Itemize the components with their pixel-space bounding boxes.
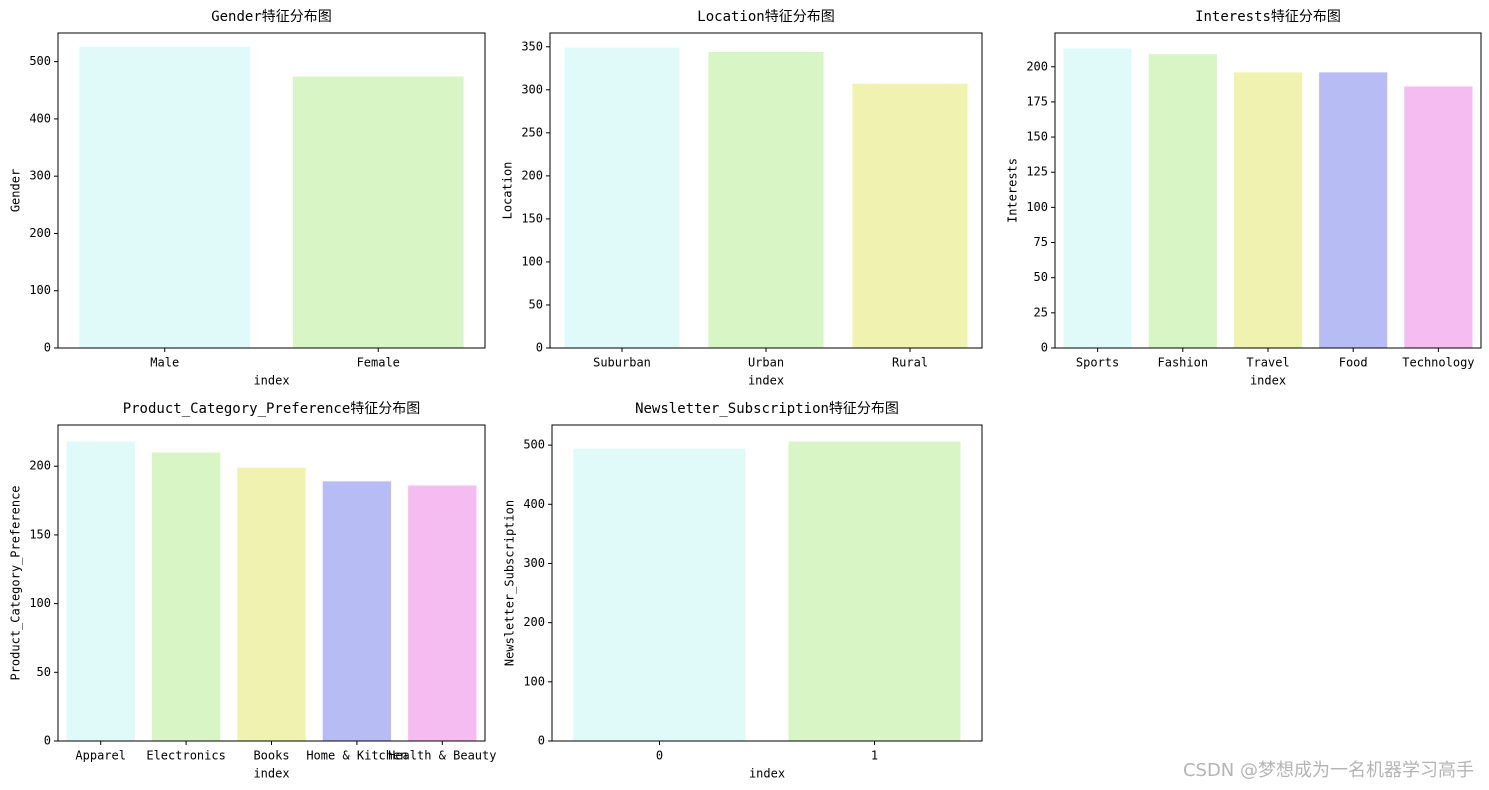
bar: [564, 47, 680, 348]
bar: [852, 83, 968, 348]
x-tick-label: Technology: [1402, 356, 1474, 370]
x-tick-label: Travel: [1246, 356, 1289, 370]
x-tick-label: Male: [150, 356, 179, 370]
bar: [408, 485, 477, 741]
x-tick-label: Fashion: [1158, 356, 1209, 370]
bar: [708, 51, 824, 349]
y-tick-label: 0: [538, 734, 545, 748]
bar: [1148, 54, 1217, 348]
chart-title: Product_Category_Preference特征分布图: [123, 401, 421, 417]
x-tick-label: Female: [357, 356, 400, 370]
bar: [292, 76, 464, 348]
y-tick-label: 400: [29, 111, 51, 125]
x-tick-label: Food: [1339, 356, 1368, 370]
x-axis-label: index: [1250, 374, 1286, 388]
axes-frame: [1054, 32, 1482, 349]
x-tick-label: Electronics: [146, 749, 225, 763]
y-tick-label: 50: [529, 297, 543, 311]
y-axis-label: Product_Category_Preference: [9, 485, 23, 680]
y-tick-label: 400: [523, 497, 545, 511]
chart-title: Newsletter_Subscription特征分布图: [635, 401, 899, 417]
x-tick-label: 1: [871, 749, 878, 763]
y-axis-label: Interests: [1006, 158, 1020, 223]
y-tick-label: 125: [1026, 165, 1048, 179]
x-tick-label: 0: [656, 749, 663, 763]
y-tick-label: 0: [1041, 341, 1048, 355]
x-tick-label: Apparel: [75, 749, 126, 763]
y-tick-label: 300: [523, 556, 545, 570]
y-tick-label: 50: [1034, 270, 1048, 284]
bar: [1233, 72, 1303, 348]
bar: [66, 441, 135, 741]
y-tick-label: 200: [29, 226, 51, 240]
y-tick-label: 0: [44, 734, 51, 748]
y-tick-label: 150: [29, 527, 51, 541]
axes-frame: [57, 32, 486, 349]
bar: [1063, 48, 1132, 348]
y-tick-label: 250: [521, 125, 543, 139]
chart-title: Gender特征分布图: [211, 9, 332, 25]
x-tick-label: Home & Kitchen: [306, 749, 407, 763]
y-tick-label: 150: [1026, 130, 1048, 144]
y-tick-label: 100: [521, 254, 543, 268]
axes-frame: [551, 424, 983, 742]
bar: [237, 467, 306, 741]
watermark: CSDN @梦想成为一名机器学习高手: [1183, 760, 1474, 781]
x-tick-label: Books: [253, 749, 289, 763]
x-axis-label: index: [253, 767, 289, 781]
bar: [788, 441, 961, 741]
y-tick-label: 200: [521, 168, 543, 182]
bar: [573, 448, 746, 741]
y-tick-label: 175: [1026, 94, 1048, 108]
x-tick-label: Sports: [1076, 356, 1119, 370]
y-tick-label: 100: [29, 283, 51, 297]
bar: [322, 481, 392, 741]
axes-frame: [549, 32, 983, 349]
x-tick-label: Health & Beauty: [388, 749, 496, 763]
y-axis-label: Gender: [9, 169, 23, 212]
y-tick-label: 500: [523, 438, 545, 452]
y-tick-label: 300: [521, 82, 543, 96]
x-axis-label: index: [749, 767, 785, 781]
y-tick-label: 350: [521, 39, 543, 53]
x-axis-label: index: [253, 374, 289, 388]
y-tick-label: 500: [29, 54, 51, 68]
y-tick-label: 100: [1026, 200, 1048, 214]
y-tick-label: 200: [523, 615, 545, 629]
chart-title: Interests特征分布图: [1195, 9, 1341, 25]
x-tick-label: Suburban: [593, 356, 651, 370]
y-tick-label: 50: [37, 665, 51, 679]
y-tick-label: 150: [521, 211, 543, 225]
y-tick-label: 0: [536, 341, 543, 355]
x-tick-label: Urban: [748, 356, 784, 370]
y-tick-label: 300: [29, 169, 51, 183]
chart-title: Location特征分布图: [697, 9, 834, 25]
x-axis-label: index: [748, 374, 784, 388]
y-tick-label: 100: [523, 674, 545, 688]
y-axis-label: Newsletter_Subscription: [503, 500, 517, 666]
axes-frame: [57, 424, 486, 742]
y-tick-label: 200: [1026, 59, 1048, 73]
y-tick-label: 0: [44, 341, 51, 355]
y-tick-label: 100: [29, 596, 51, 610]
bar: [1404, 86, 1473, 348]
y-tick-label: 200: [29, 459, 51, 473]
x-tick-label: Rural: [892, 356, 928, 370]
y-tick-label: 75: [1034, 235, 1048, 249]
bar: [151, 452, 221, 741]
bar: [1319, 72, 1388, 348]
y-tick-label: 25: [1034, 305, 1048, 319]
y-axis-label: Location: [501, 162, 515, 220]
bar: [79, 46, 251, 348]
